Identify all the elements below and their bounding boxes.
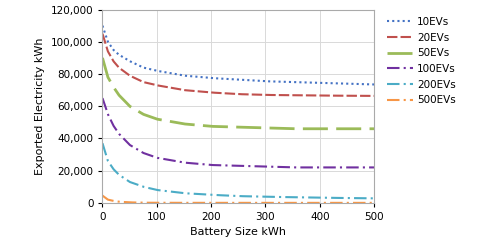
100EVs bbox=[219, 164, 225, 167]
50EVs bbox=[290, 127, 296, 130]
Line: 20EVs: 20EVs bbox=[102, 34, 374, 96]
500EVs bbox=[371, 201, 377, 204]
50EVs bbox=[316, 127, 322, 130]
Line: 200EVs: 200EVs bbox=[102, 143, 374, 198]
500EVs bbox=[219, 201, 225, 204]
Y-axis label: Exported Electricity kWh: Exported Electricity kWh bbox=[36, 37, 46, 175]
20EVs bbox=[286, 94, 292, 97]
10EVs bbox=[100, 24, 105, 27]
20EVs bbox=[127, 74, 133, 77]
200EVs bbox=[371, 197, 377, 200]
100EVs bbox=[286, 166, 292, 169]
Legend: 10EVs, 20EVs, 50EVs, 100EVs, 200EVs, 500EVs: 10EVs, 20EVs, 50EVs, 100EVs, 200EVs, 500… bbox=[384, 15, 458, 108]
200EVs bbox=[312, 196, 318, 199]
10EVs bbox=[219, 77, 225, 80]
500EVs bbox=[127, 201, 133, 204]
20EVs bbox=[371, 95, 377, 97]
50EVs bbox=[210, 125, 216, 128]
100EVs bbox=[316, 166, 322, 169]
X-axis label: Battery Size kWh: Battery Size kWh bbox=[190, 227, 286, 237]
200EVs bbox=[286, 196, 292, 199]
10EVs bbox=[210, 77, 216, 79]
100EVs bbox=[312, 166, 318, 169]
20EVs bbox=[316, 94, 322, 97]
200EVs bbox=[100, 142, 105, 145]
500EVs bbox=[312, 201, 318, 204]
50EVs bbox=[312, 127, 318, 130]
200EVs bbox=[316, 196, 322, 199]
100EVs bbox=[127, 144, 133, 147]
500EVs bbox=[316, 201, 322, 204]
100EVs bbox=[100, 97, 105, 100]
Line: 500EVs: 500EVs bbox=[102, 196, 374, 203]
50EVs bbox=[286, 127, 292, 130]
20EVs bbox=[210, 91, 216, 94]
10EVs bbox=[286, 80, 292, 83]
50EVs bbox=[219, 125, 225, 128]
50EVs bbox=[371, 127, 377, 130]
50EVs bbox=[127, 105, 133, 108]
500EVs bbox=[210, 201, 216, 204]
50EVs bbox=[100, 56, 105, 59]
200EVs bbox=[210, 193, 216, 196]
200EVs bbox=[219, 194, 225, 197]
10EVs bbox=[127, 60, 133, 63]
10EVs bbox=[312, 81, 318, 84]
Line: 100EVs: 100EVs bbox=[102, 98, 374, 167]
Line: 10EVs: 10EVs bbox=[102, 26, 374, 85]
20EVs bbox=[312, 94, 318, 97]
100EVs bbox=[210, 164, 216, 166]
100EVs bbox=[290, 166, 296, 169]
500EVs bbox=[286, 201, 292, 204]
200EVs bbox=[127, 181, 133, 183]
20EVs bbox=[100, 32, 105, 35]
20EVs bbox=[219, 92, 225, 95]
500EVs bbox=[100, 194, 105, 197]
Line: 50EVs: 50EVs bbox=[102, 58, 374, 129]
100EVs bbox=[371, 166, 377, 169]
10EVs bbox=[371, 83, 377, 86]
10EVs bbox=[316, 81, 322, 84]
